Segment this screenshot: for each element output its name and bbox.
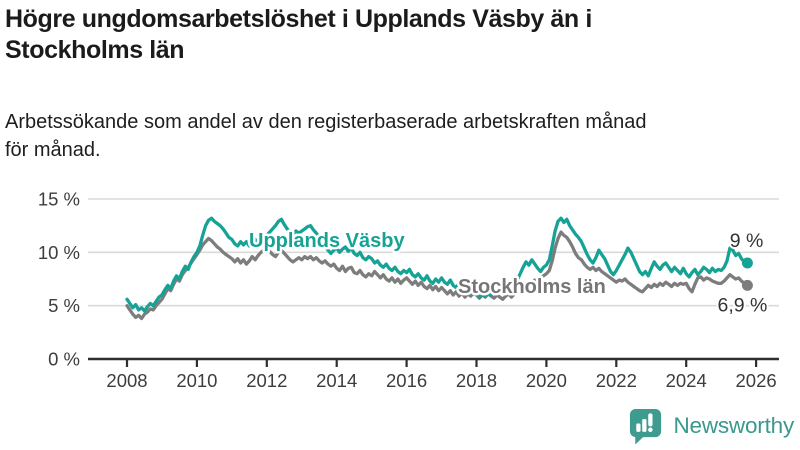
logo-bar-small bbox=[636, 423, 642, 432]
x-tick-label: 2022 bbox=[596, 370, 637, 391]
y-tick-label: 0 % bbox=[48, 349, 80, 370]
series-end-dot-0 bbox=[741, 257, 753, 269]
x-tick-label: 2018 bbox=[456, 370, 497, 391]
x-tick-label: 2010 bbox=[176, 370, 217, 391]
series-label-0: Upplands Väsby bbox=[249, 230, 405, 252]
footer-brand: Newsworthy bbox=[627, 406, 794, 445]
x-tick-label: 2014 bbox=[316, 370, 357, 391]
logo-exclamation-dot bbox=[648, 427, 654, 433]
series-end-label-0: 9 % bbox=[730, 230, 764, 252]
logo-exclamation-stem bbox=[648, 413, 653, 427]
subtitle-line-1: Arbetssökande som andel av den registerb… bbox=[5, 111, 647, 133]
page-title: Högre ungdomsarbetslöshet i Upplands Väs… bbox=[5, 4, 793, 66]
series-end-label-1: 6,9 % bbox=[718, 294, 768, 316]
subtitle-line-2: för månad. bbox=[5, 139, 101, 161]
subtitle: Arbetssökande som andel av den registerb… bbox=[5, 108, 793, 164]
x-tick-label: 2016 bbox=[386, 370, 427, 391]
x-tick-label: 2008 bbox=[106, 370, 147, 391]
logo-bar-tall bbox=[642, 419, 647, 432]
x-tick-label: 2026 bbox=[736, 370, 777, 391]
series-line-1 bbox=[125, 230, 750, 321]
title-line-2: Stockholms län bbox=[5, 36, 185, 64]
title-line-1: Högre ungdomsarbetslöshet i Upplands Väs… bbox=[5, 5, 592, 33]
y-tick-label: 15 % bbox=[38, 189, 80, 210]
y-tick-label: 10 % bbox=[38, 242, 80, 263]
y-tick-label: 5 % bbox=[48, 295, 80, 316]
series-label-1: Stockholms län bbox=[458, 276, 606, 298]
x-tick-label: 2020 bbox=[526, 370, 567, 391]
x-tick-label: 2024 bbox=[666, 370, 707, 391]
series-end-dot-1 bbox=[741, 279, 753, 291]
series-line-0 bbox=[125, 216, 750, 313]
brand-name: Newsworthy bbox=[673, 412, 794, 438]
header: Högre ungdomsarbetslöshet i Upplands Väs… bbox=[5, 4, 793, 66]
newsworthy-logo-icon bbox=[630, 408, 662, 445]
x-tick-label: 2012 bbox=[246, 370, 287, 391]
